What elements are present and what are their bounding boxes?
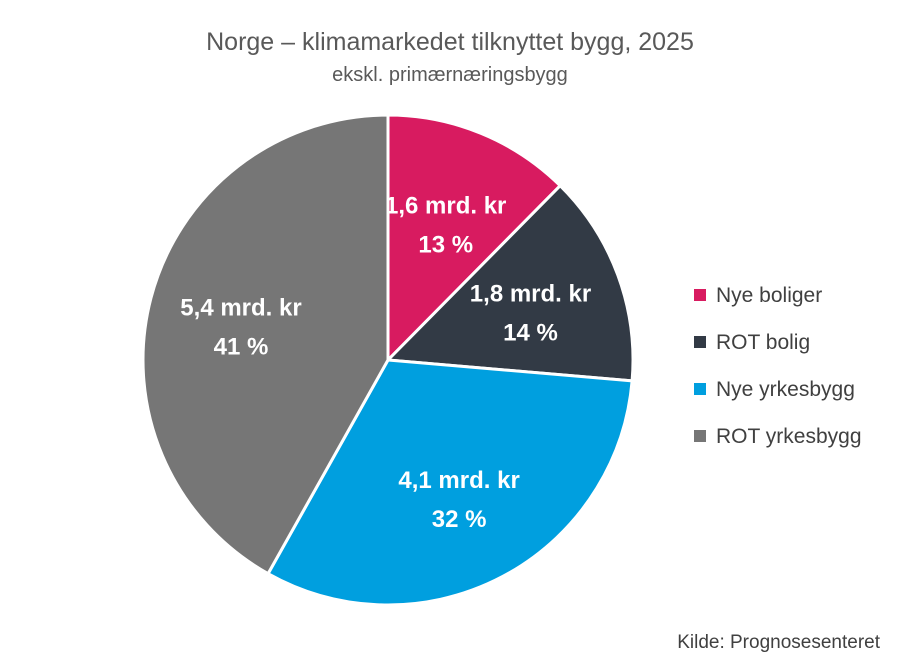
legend-swatch-nye-boliger (694, 289, 706, 301)
slice-percent-label: 14 % (503, 320, 558, 347)
source-note: Kilde: Prognosesenteret (677, 632, 881, 653)
chart-subtitle: ekskl. primærnæringsbygg (332, 64, 568, 86)
legend-label-rot-yrkesbygg: ROT yrkesbygg (716, 425, 862, 448)
chart-title: Norge – klimamarkedet tilknyttet bygg, 2… (206, 28, 694, 56)
slice-percent-label: 32 % (432, 506, 487, 533)
pie-slices (141, 113, 635, 607)
legend-swatch-rot-yrkesbygg (694, 430, 706, 442)
legend: Nye boliger ROT bolig Nye yrkesbygg ROT yrk… (694, 284, 862, 448)
legend-swatch-nye-yrkesbygg (694, 383, 706, 395)
slice-nye-yrkesbygg (266, 358, 634, 607)
legend-swatch-rot-bolig (694, 336, 706, 348)
slice-rot-bolig (386, 184, 635, 383)
slice-percent-label: 41 % (214, 334, 269, 361)
slice-percent-label: 13 % (418, 232, 473, 259)
slice-value-label: 1,8 mrd. kr (470, 281, 591, 308)
slice-labels: 1,6 mrd. kr 13 % 1,8 mrd. kr 14 % 4,1 mrd. k… (180, 193, 591, 534)
legend-label-nye-yrkesbygg: Nye yrkesbygg (716, 378, 855, 401)
legend-label-nye-boliger: Nye boliger (716, 284, 822, 307)
slice-value-label: 1,6 mrd. kr (385, 193, 506, 220)
slice-nye-boliger (386, 113, 562, 362)
slice-value-label: 4,1 mrd. kr (398, 467, 519, 494)
slice-rot-yrkesbygg (141, 113, 390, 576)
legend-label-rot-bolig: ROT bolig (716, 331, 810, 354)
slice-value-label: 5,4 mrd. kr (180, 295, 301, 322)
